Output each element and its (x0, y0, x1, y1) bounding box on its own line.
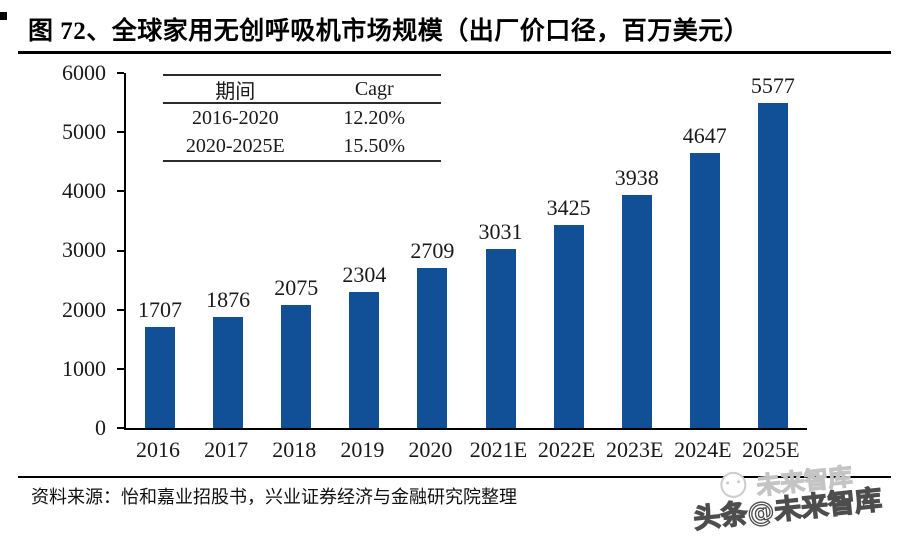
y-tick-mark (117, 190, 124, 193)
x-tick-label: 2020 (408, 437, 453, 462)
cagr-header-cagr: Cagr (354, 77, 394, 100)
watermark: 未来智库 头条@未来智库 (689, 451, 909, 536)
x-tick-label: 2016 (136, 437, 181, 462)
bar-2023E (621, 195, 652, 428)
bar-slot: 2304 (330, 73, 398, 428)
bar-value-label: 1707 (138, 297, 183, 322)
cagr-table-row: 2016-2020 12.20% (163, 104, 441, 132)
cagr-table-header-row: 期间 Cagr (163, 76, 441, 104)
x-tick-label: 2023E (605, 437, 664, 462)
y-tick-mark (117, 249, 124, 252)
y-tick-label: 4000 (62, 178, 106, 204)
title-divider (18, 51, 891, 54)
y-tick-label: 5000 (62, 119, 106, 145)
x-tick-label: 2024E (674, 437, 732, 462)
source-note: 资料来源：怡和嘉业招股书，兴业证券经济与金融研究院整理 (31, 487, 517, 507)
y-axis-labels: 6000 5000 4000 3000 2000 1000 0 (0, 60, 106, 441)
cagr-table: 期间 Cagr 2016-2020 12.20% 2020-2025E 15.5… (163, 74, 441, 162)
cagr-period-value: 2016-2020 (191, 106, 279, 129)
y-tick-mark (117, 308, 124, 311)
x-tick-label: 2019 (340, 437, 385, 462)
bar-value-label: 3031 (478, 219, 523, 244)
y-tick-mark (117, 131, 124, 134)
bar-value-label: 3425 (546, 195, 591, 220)
bar-2024E (689, 153, 720, 428)
bar-2016 (145, 327, 176, 428)
x-tick-label: 2018 (272, 437, 317, 462)
bar-group: 1707 1876 2075 2304 2709 3031 3425 3938 4647 5577 (126, 73, 807, 428)
bar-2017 (213, 317, 244, 428)
cagr-header-period: 期间 (215, 80, 256, 103)
bar-value-label: 2709 (410, 238, 455, 263)
y-tick-mark (117, 72, 124, 74)
plot-area: 1707 1876 2075 2304 2709 3031 3425 3938 4647 5577 (117, 72, 807, 430)
cagr-table-row: 2020-2025E 15.50% (163, 132, 441, 160)
bar-value-label: 2304 (342, 262, 387, 287)
y-tick-label: 1000 (62, 355, 106, 381)
x-tick-label: 2025E (742, 437, 800, 462)
y-tick-label: 6000 (62, 60, 106, 85)
y-tick-label: 0 (95, 414, 106, 440)
bar-2020 (417, 268, 448, 428)
bar-slot: 1876 (194, 73, 262, 428)
bar-slot: 5577 (739, 73, 807, 428)
y-tick-mark (117, 367, 124, 370)
bar-value-label: 2075 (274, 275, 319, 300)
cagr-rate-value: 12.20% (343, 106, 406, 129)
page-edge-mark (0, 12, 7, 20)
x-axis-labels: 2016 2017 2018 2019 2020 2021E 2022E 2023E 2024E… (124, 437, 805, 463)
bar-2018 (281, 305, 312, 428)
x-tick-label: 2021E (469, 437, 528, 462)
bar-slot: 3425 (535, 73, 603, 428)
cagr-period-value: 2020-2025E (185, 134, 285, 157)
bar-2021E (485, 249, 516, 428)
x-tick-label: 2022E (537, 437, 596, 462)
bar-slot: 2709 (398, 73, 466, 428)
y-tick-mark (117, 427, 124, 429)
x-tick-label: 2017 (204, 437, 249, 462)
y-tick-label: 3000 (62, 237, 106, 263)
bar-slot: 4647 (671, 73, 739, 428)
figure-title: 图 72、全球家用无创呼吸机市场规模（出厂价口径，百万美元） (28, 18, 750, 45)
bar-value-label: 1876 (206, 287, 251, 312)
bar-2025E (757, 103, 788, 428)
bar-value-label: 5577 (750, 73, 795, 98)
y-tick-label: 2000 (62, 296, 106, 322)
bar-value-label: 3938 (614, 165, 659, 190)
bar-slot: 3031 (466, 73, 534, 428)
bar-slot: 3938 (603, 73, 671, 428)
cagr-rate-value: 15.50% (343, 134, 406, 157)
bar-slot: 1707 (126, 73, 194, 428)
bar-slot: 2075 (262, 73, 330, 428)
bar-2019 (349, 292, 380, 428)
footer-divider (18, 476, 891, 478)
bar-value-label: 4647 (682, 123, 727, 148)
bar-2022E (553, 225, 584, 428)
